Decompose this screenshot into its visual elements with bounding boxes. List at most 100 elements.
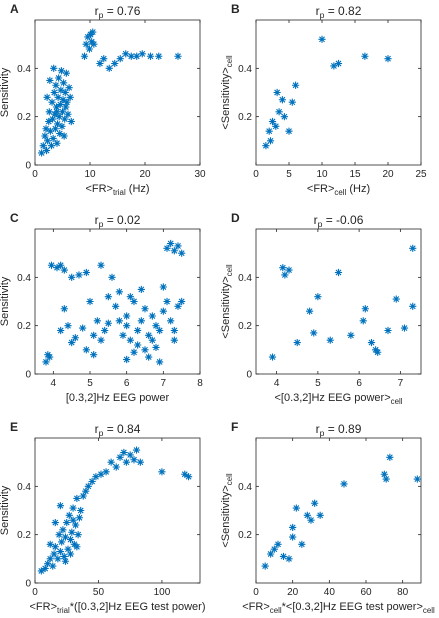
y-tick-label: 0.2 xyxy=(238,530,252,541)
data-point xyxy=(116,453,124,461)
axes-b: 0 5 10 15 20 25 0.2 0.4 xyxy=(238,19,427,180)
data-point xyxy=(130,297,138,306)
data-point xyxy=(298,540,306,548)
data-point xyxy=(310,329,318,337)
data-point xyxy=(101,326,109,335)
data-point xyxy=(88,477,96,486)
data-point xyxy=(152,343,160,352)
data-point xyxy=(55,113,63,121)
data-point xyxy=(80,52,89,60)
data-point xyxy=(267,550,275,558)
chart-title-text: rp = 0.89 xyxy=(316,422,362,438)
data-point xyxy=(273,88,281,97)
data-point xyxy=(90,331,98,339)
data-point xyxy=(74,531,82,539)
data-point xyxy=(156,358,164,366)
data-point xyxy=(266,137,275,145)
data-point xyxy=(46,76,54,85)
x-axis-label-text: <FR>cell (Hz) xyxy=(307,183,370,197)
data-point xyxy=(46,353,54,361)
data-point xyxy=(148,336,156,344)
data-point xyxy=(115,317,123,325)
x-tick-label: 60 xyxy=(360,587,372,598)
data-point xyxy=(159,307,167,315)
data-point xyxy=(90,40,98,48)
data-point xyxy=(45,117,53,126)
data-point xyxy=(270,545,278,553)
data-markers-c xyxy=(42,239,186,366)
data-point xyxy=(268,353,277,361)
y-tick-label: 0.4 xyxy=(17,273,31,284)
data-point xyxy=(75,514,84,522)
data-point xyxy=(82,40,90,48)
data-point xyxy=(38,149,46,157)
y-tick-label: 0 xyxy=(25,370,31,381)
data-point xyxy=(39,142,47,150)
data-point xyxy=(53,264,61,272)
data-point xyxy=(174,242,182,250)
x-tick-label: 0 xyxy=(253,169,259,180)
data-point xyxy=(84,33,92,41)
y-tick-label: 0.4 xyxy=(238,482,252,493)
y-tick-label: 0.2 xyxy=(17,321,31,332)
data-point xyxy=(97,470,105,478)
data-point xyxy=(275,108,283,116)
chart-title-b: rp = 0.82 xyxy=(316,4,362,20)
data-point xyxy=(314,293,322,301)
x-tick-label: 0 xyxy=(32,169,38,180)
data-point xyxy=(392,295,400,303)
data-point xyxy=(57,67,65,75)
data-point xyxy=(46,540,54,548)
data-point xyxy=(146,52,155,60)
data-point xyxy=(97,336,105,344)
data-point xyxy=(279,264,287,272)
data-point xyxy=(334,59,343,68)
data-point xyxy=(46,555,54,563)
x-tick-label: 0 xyxy=(253,587,259,598)
data-point xyxy=(167,239,175,248)
data-point xyxy=(279,552,288,561)
x-tick-label: 5 xyxy=(286,169,292,180)
data-point xyxy=(52,81,60,89)
data-point xyxy=(61,115,69,123)
data-point xyxy=(116,55,124,63)
data-point xyxy=(73,494,81,503)
data-point xyxy=(56,547,64,556)
data-point xyxy=(156,326,164,335)
data-point xyxy=(170,326,178,335)
data-point xyxy=(52,103,61,111)
data-point xyxy=(100,55,108,63)
data-point xyxy=(409,244,417,252)
data-point xyxy=(163,244,171,252)
chart-title-text: rp = 0.84 xyxy=(95,422,141,438)
data-point xyxy=(41,132,49,140)
data-point xyxy=(58,122,66,130)
chart-title-d: rp = -0.06 xyxy=(314,213,364,229)
x-tick-label: 40 xyxy=(324,587,336,598)
data-point xyxy=(61,88,69,97)
data-point xyxy=(111,59,119,68)
data-point xyxy=(53,108,61,116)
data-point xyxy=(127,52,135,60)
data-point xyxy=(123,355,131,364)
data-point xyxy=(184,473,193,481)
axes-f: 0 20 40 60 80 0.2 0.4 xyxy=(238,437,422,598)
axes-box xyxy=(255,19,422,166)
axes-box xyxy=(255,228,422,375)
x-tick-label: 30 xyxy=(194,169,206,180)
data-point xyxy=(55,531,63,539)
data-point xyxy=(285,127,293,135)
x-tick-label: 25 xyxy=(415,169,427,180)
data-markers-b xyxy=(262,35,392,150)
data-point xyxy=(96,59,104,68)
data-point xyxy=(44,137,52,145)
data-point xyxy=(359,317,367,325)
data-point xyxy=(126,293,134,301)
data-point xyxy=(112,302,120,310)
data-point xyxy=(145,353,153,361)
data-point xyxy=(137,317,145,325)
data-point xyxy=(272,122,280,130)
axes-d: 4 5 6 7 0 0.2 0.4 xyxy=(238,228,422,389)
x-tick-label: 80 xyxy=(397,587,409,598)
data-point xyxy=(49,134,57,143)
